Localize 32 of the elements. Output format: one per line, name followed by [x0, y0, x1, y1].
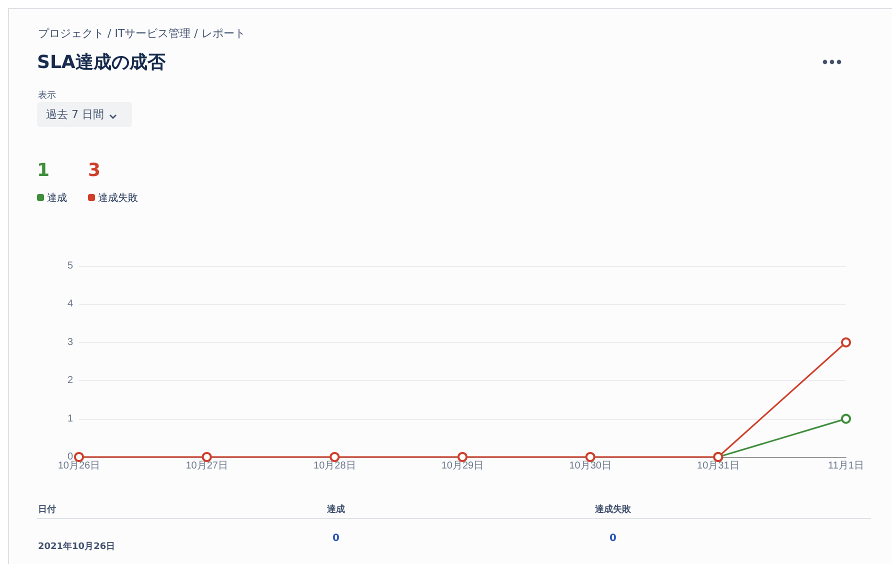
- x-tick-label: 10月26日: [58, 460, 100, 472]
- text: プロジェクト / ITサービス管理 / レポート: [38, 26, 246, 41]
- y-tick-label: 2: [67, 375, 74, 386]
- text: 2021年10月26日: [38, 540, 116, 553]
- point: [74, 452, 84, 462]
- text: 達成: [327, 503, 345, 516]
- legend-label: 達成: [47, 192, 67, 205]
- y-tick-label: 0: [67, 452, 74, 462]
- text: 1: [37, 160, 50, 181]
- text: 0: [610, 533, 616, 544]
- text: 日付: [38, 504, 56, 516]
- text: 達成失敗: [595, 503, 631, 516]
- point: [458, 452, 468, 462]
- x-tick-label: 10月31日: [697, 460, 740, 472]
- y-tick-label: 1: [67, 413, 74, 424]
- x-tick-label: 10月27日: [186, 460, 228, 472]
- x-tick-label: 10月28日: [314, 460, 356, 472]
- point: [841, 414, 851, 424]
- text: 3: [88, 160, 101, 181]
- text: 過去 7 日間: [37, 102, 132, 127]
- text: 表示: [38, 90, 56, 102]
- y-tick-label: 4: [67, 298, 74, 310]
- legend-label: 達成失敗: [98, 192, 138, 205]
- x-tick-label: 10月30日: [569, 460, 612, 472]
- point: [330, 452, 340, 462]
- text: 0: [332, 533, 340, 544]
- y-tick-label: 3: [67, 336, 74, 348]
- point: [841, 337, 851, 348]
- x-tick-label: 10月29日: [441, 460, 484, 472]
- y-tick-label: 5: [67, 260, 74, 272]
- chart-title: SLA達成の成否: [37, 51, 166, 74]
- x-tick-label: 11月1日: [828, 460, 864, 472]
